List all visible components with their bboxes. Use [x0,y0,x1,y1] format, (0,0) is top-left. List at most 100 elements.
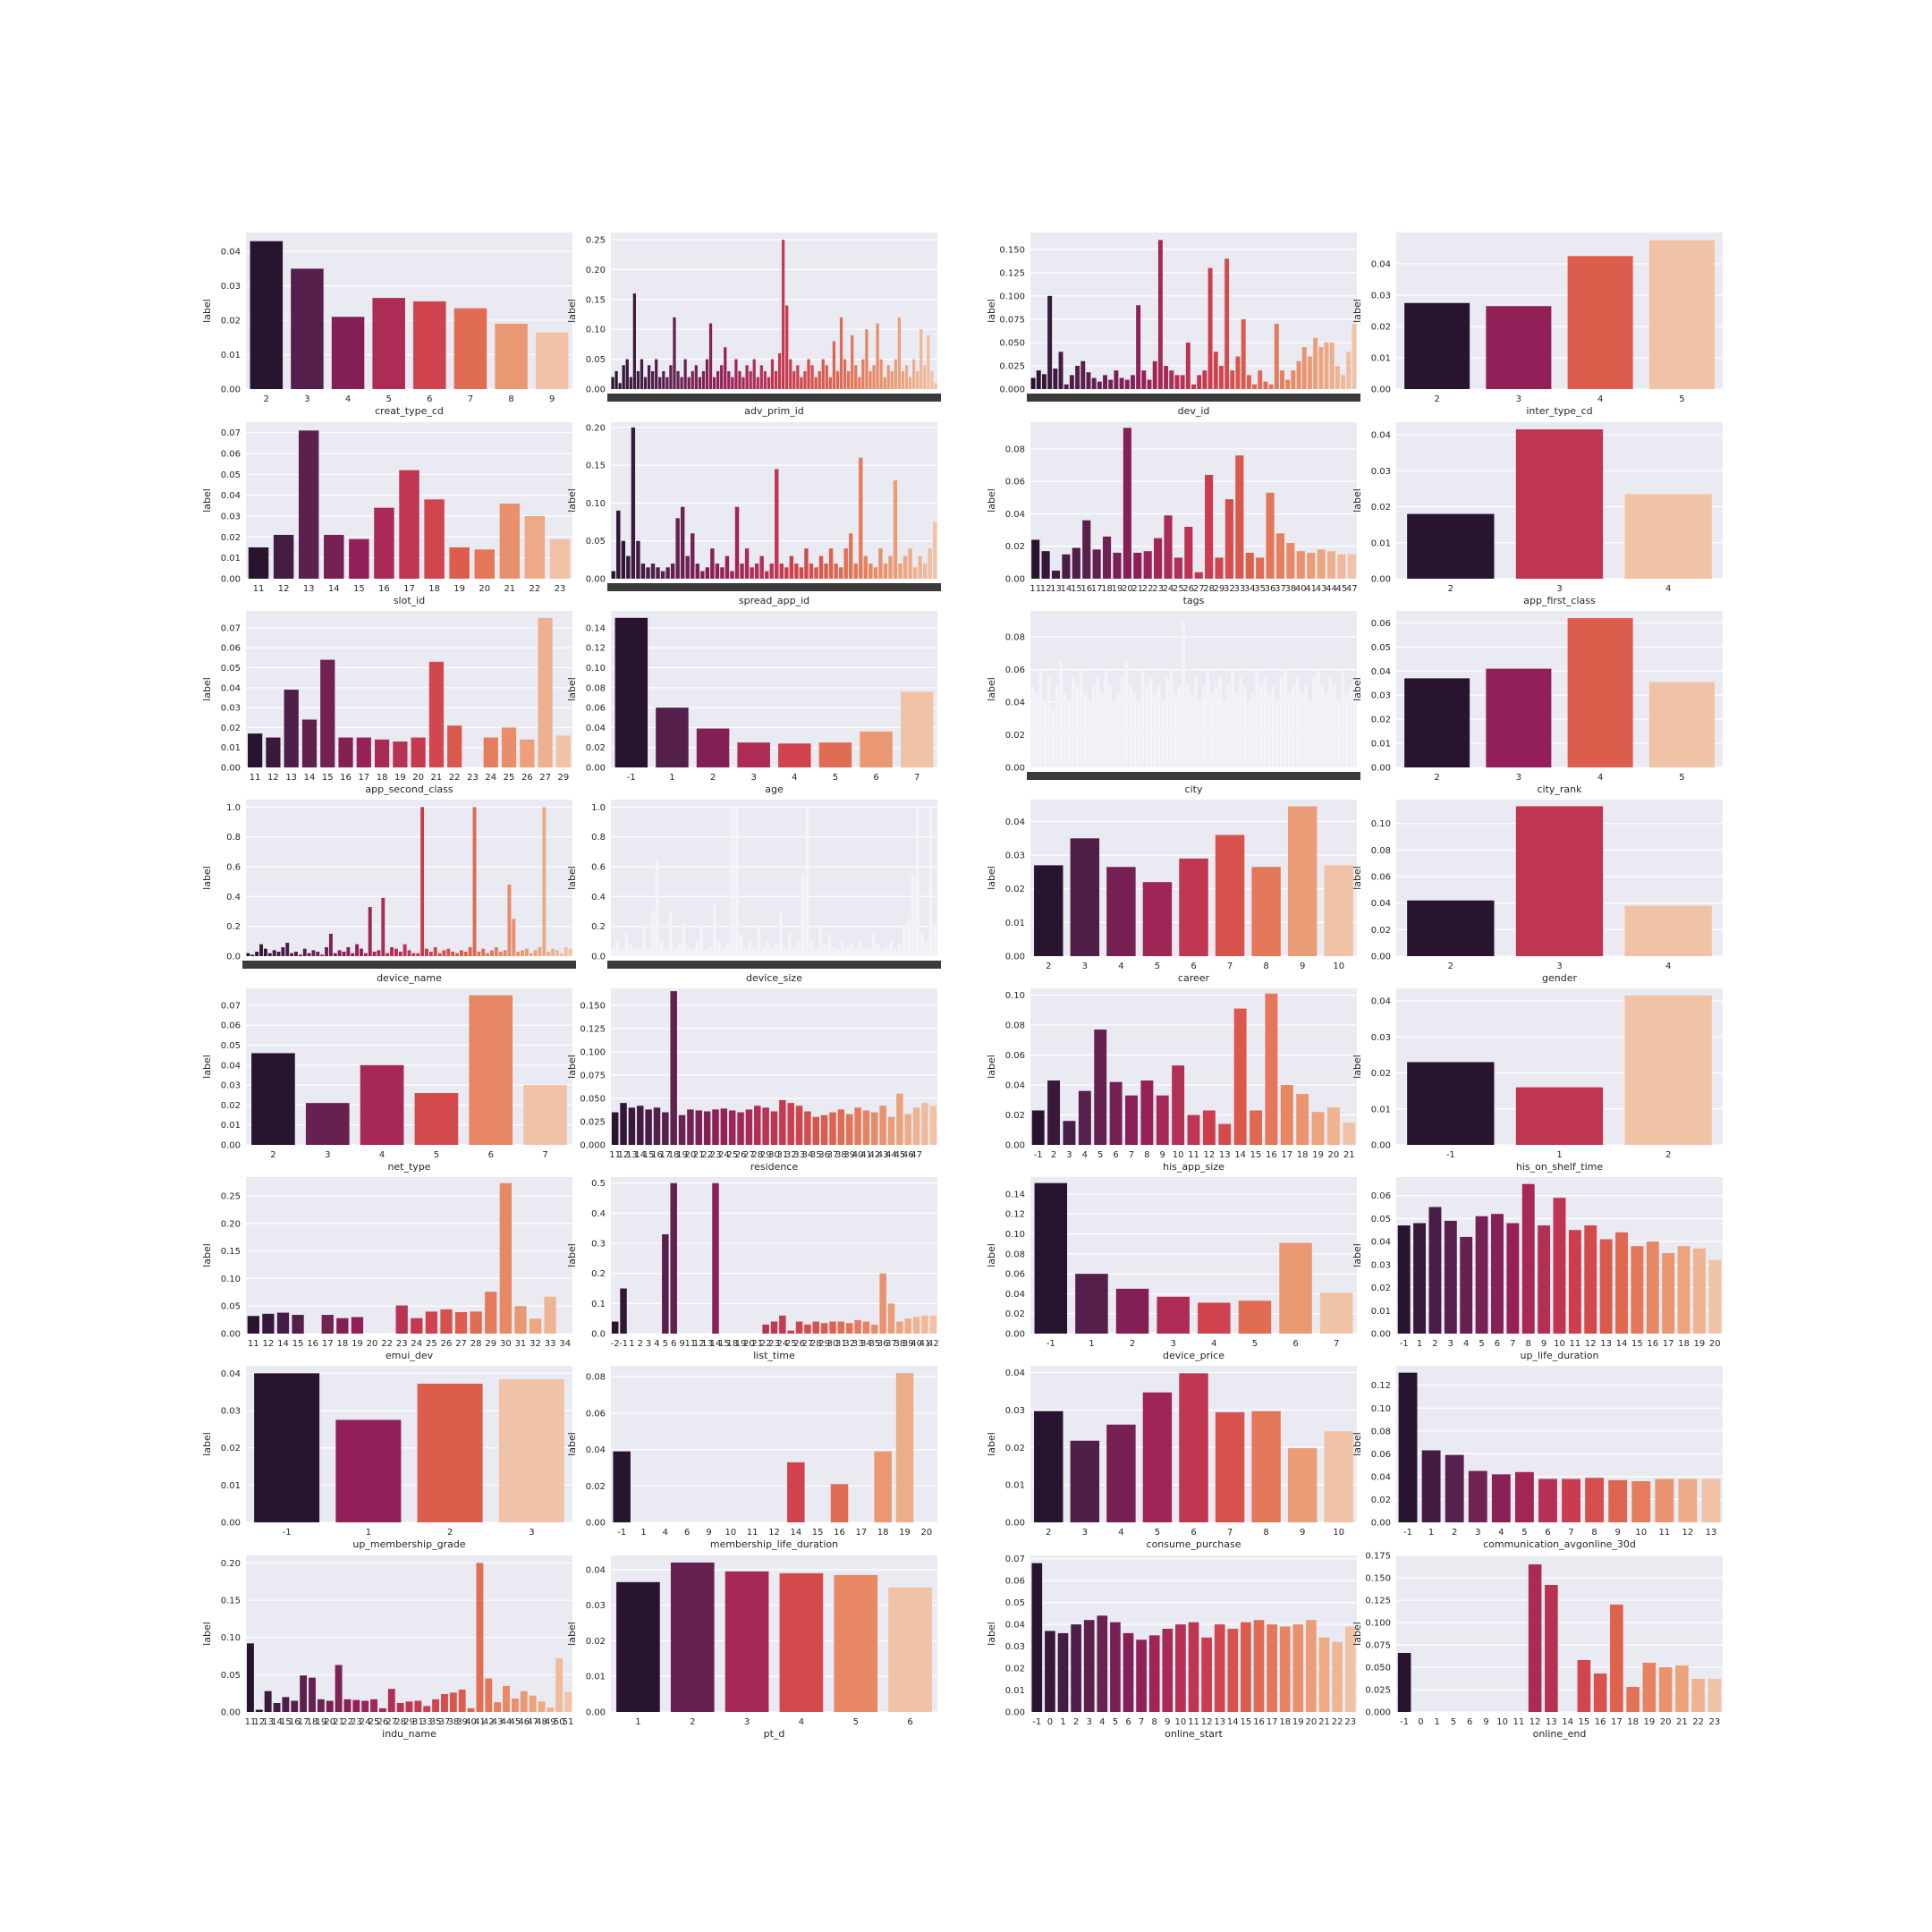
bar [691,948,695,956]
y-axis-label: label [566,1055,578,1079]
bar [472,807,477,956]
bar [317,1699,325,1712]
y-tick-label: 0.075 [1365,1641,1391,1651]
bar [309,1677,316,1712]
bar [1148,1635,1160,1712]
x-axis-label: indu_name [382,1728,436,1740]
bar [402,944,407,956]
bar [1292,1624,1304,1712]
x-tick-label: 8 [1591,1528,1597,1538]
bar [1142,1392,1173,1522]
bar [1608,1479,1628,1522]
x-tick-label: 15 [643,1150,655,1160]
bar [783,948,787,956]
bar [1279,1242,1312,1334]
x-tick-label: 42 [483,1717,495,1727]
bar [858,377,861,389]
x-tick-label: 11 [253,584,265,594]
bar [853,564,858,579]
bar [837,1109,845,1145]
x-tick-label: 6 [427,394,432,404]
bar [1104,669,1108,767]
bar [1397,1653,1411,1712]
bar [930,370,934,389]
plot-area [611,1555,937,1712]
x-axis-label: city [1185,784,1203,795]
y-tick-label: 0.02 [221,1101,241,1111]
bar [1034,1182,1068,1334]
bar [650,911,655,956]
x-tick-label: -1 [1400,1339,1409,1349]
bar [827,934,832,956]
x-tick-label: 40 [1295,584,1307,594]
x-axis-label: his_app_size [1163,1161,1224,1173]
bar [769,564,774,579]
bar [1145,685,1148,767]
y-tick-label: 0.00 [221,764,241,774]
x-tick-label: 4 [1597,394,1603,404]
x-tick-label: 22 [760,1339,772,1349]
bar [1080,669,1083,767]
bar [1194,572,1203,579]
y-tick-label: 0.07 [221,428,241,438]
y-tick-label: 0.075 [580,1071,606,1080]
bar [1041,551,1050,579]
y-tick-label: 0.150 [1365,1574,1391,1584]
y-axis-label: label [201,1432,213,1456]
bar [411,953,416,956]
bar [335,1419,402,1522]
chart-device-name: 0.0 0.2 0.4 0.6 0.8 1.0 device_name label [201,800,576,984]
bar [481,948,486,956]
bar [1140,1080,1154,1145]
bar [446,948,451,956]
x-tick-label: 31 [412,1717,424,1727]
bar [276,952,281,956]
bar [787,1330,794,1334]
y-tick-label: 0.04 [221,1369,241,1379]
bar [904,1114,911,1145]
y-tick-label: 0.07 [221,623,241,633]
bar [468,947,472,956]
bar [467,1707,475,1712]
bar [414,1700,422,1712]
y-tick-label: 0.100 [1365,1619,1391,1629]
x-tick-label: -1 [1403,1528,1412,1538]
y-tick-label: 0.01 [221,1481,241,1491]
bar [1308,702,1312,767]
y-tick-label: 0.00 [586,1519,606,1529]
bar [1584,1225,1597,1334]
bar [1091,685,1096,767]
bar [683,359,687,389]
bar [880,948,885,956]
x-tick-label: 11 [1030,584,1041,594]
bar [613,1451,631,1522]
bar [869,370,872,389]
bar [1132,693,1137,767]
bar [670,1182,677,1334]
y-axis-label: label [1352,1432,1363,1456]
x-tick-label: 6 [1125,1717,1131,1727]
x-tick-label: 1 [640,1528,646,1538]
bar [620,1103,627,1145]
x-tick-label: 16 [1080,584,1092,594]
bar [1208,267,1213,389]
x-tick-label: 25 [426,1339,437,1349]
y-tick-label: 0.02 [1371,716,1391,725]
bar [1407,1062,1495,1145]
bar [1341,375,1346,389]
x-tick-label: 38 [447,1717,459,1727]
bar [779,1572,824,1712]
y-tick-label: 0.03 [1371,292,1391,301]
bar [1133,552,1142,579]
x-tick-label: 2 [1051,1150,1056,1160]
x-tick-label: 45 [894,1150,906,1160]
x-tick-label: 18 [336,1339,348,1349]
bar [676,370,680,389]
y-tick-label: 0.01 [1371,354,1391,364]
bar [1250,1110,1262,1145]
bar [1658,1667,1673,1712]
bar [919,934,924,956]
x-tick-label: 6 [1467,1717,1472,1727]
y-tick-label: 0.4 [591,1209,606,1219]
bar [1291,370,1296,389]
